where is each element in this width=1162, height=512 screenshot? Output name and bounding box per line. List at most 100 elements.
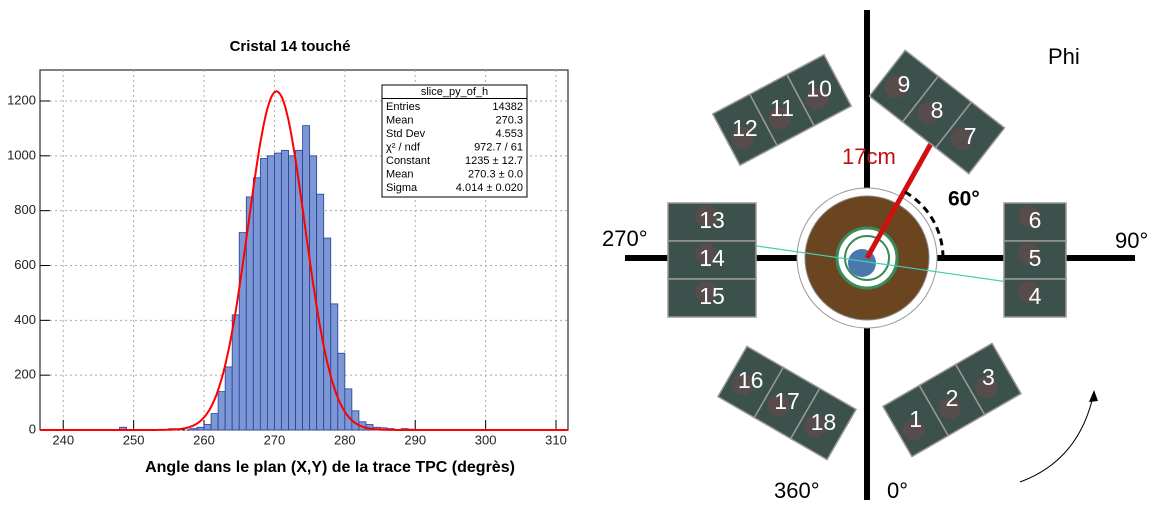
- crystal-label: 3: [982, 364, 995, 390]
- y-tick-label: 0: [29, 421, 36, 436]
- crystal-label: 15: [699, 283, 725, 309]
- sensor: [768, 107, 791, 130]
- bar: [224, 366, 233, 431]
- y-tick-label: 1200: [7, 92, 36, 107]
- stats-key: Mean: [386, 115, 414, 127]
- x-tick-label: 280: [334, 432, 356, 447]
- x-tick-label: 250: [123, 432, 145, 447]
- sensor: [695, 243, 717, 265]
- x-tick-label: 310: [545, 432, 567, 447]
- bar: [217, 391, 226, 431]
- bar: [274, 152, 282, 431]
- stats-key: Constant: [386, 155, 430, 167]
- angle-label: 0°: [887, 478, 908, 503]
- stats-value: 4.014 ± 0.020: [456, 182, 523, 194]
- stats-key: Sigma: [386, 182, 418, 194]
- chart-title: Cristal 14 touché: [230, 38, 351, 55]
- x-axis-label: Angle dans le plan (X,Y) de la trace TPC…: [145, 459, 515, 476]
- bar: [323, 237, 332, 431]
- bar: [231, 314, 240, 431]
- angle-arc: [904, 190, 945, 259]
- crystal-label: 4: [1029, 283, 1042, 309]
- sensor: [695, 281, 717, 303]
- stats-key: Entries: [386, 101, 421, 113]
- crystal-label: 17: [774, 388, 800, 414]
- crystal-label: 16: [738, 367, 764, 393]
- sensor: [917, 102, 940, 125]
- sensor: [731, 126, 754, 149]
- stats-value: 972.7 / 61: [474, 142, 523, 154]
- crystal-group: 6 5 4: [1003, 202, 1067, 318]
- crystal-label: 8: [931, 97, 944, 123]
- radius-line: [864, 138, 936, 260]
- sensor: [731, 373, 754, 396]
- stats-value: 270.3 ± 0.0: [468, 169, 523, 181]
- x-tick-label: 300: [475, 432, 497, 447]
- crystal-label: 7: [964, 123, 977, 149]
- bar: [330, 303, 339, 431]
- sensor: [805, 87, 828, 110]
- sensor: [695, 205, 717, 227]
- crystal-label: 9: [898, 71, 911, 97]
- sensor: [902, 418, 925, 441]
- stats-key: Std Dev: [386, 128, 426, 140]
- crystal-group: 16 17 18: [716, 345, 858, 461]
- bar: [252, 177, 261, 431]
- sensor: [804, 415, 827, 438]
- bar: [281, 149, 289, 431]
- rotation-arrow: [1019, 391, 1095, 483]
- crystal-label: 12: [732, 115, 758, 141]
- crystal-label: 13: [699, 207, 725, 233]
- stats-value: 270.3: [495, 115, 523, 127]
- bar: [295, 149, 303, 431]
- diagram: Phi 270° 90° 360° 0° 17cm 60° 12 11 10 987 6…: [602, 10, 1148, 503]
- bar: [337, 352, 346, 431]
- radius-label: 17cm: [842, 144, 896, 169]
- phi-label: Phi: [1048, 44, 1080, 69]
- crystal-label: 10: [806, 75, 832, 101]
- stats-box: [381, 84, 528, 198]
- stats-key: Mean: [386, 169, 414, 181]
- x-tick-label: 240: [52, 432, 74, 447]
- crystal-label: 1: [909, 406, 922, 432]
- y-tick-label: 400: [14, 312, 36, 327]
- crystal-group: 13 14 15: [667, 202, 757, 318]
- sensor: [1018, 205, 1040, 227]
- x-tick-label: 290: [404, 432, 426, 447]
- sensor: [1018, 243, 1040, 265]
- stats-key: χ² / ndf: [386, 142, 421, 154]
- crystal-label: 2: [946, 385, 959, 411]
- bar: [288, 155, 296, 431]
- sensor: [938, 397, 961, 420]
- y-tick-label: 800: [14, 202, 36, 217]
- sensor: [884, 76, 907, 99]
- bar: [189, 428, 198, 431]
- crystal-group: 12 11 10: [711, 53, 853, 167]
- angle-label: 270°: [602, 226, 648, 251]
- fit-curve: [40, 90, 568, 431]
- bar: [309, 155, 318, 431]
- stats-title: slice_py_of_h: [421, 86, 488, 98]
- sensor: [1018, 281, 1040, 303]
- bar: [259, 158, 268, 431]
- bar: [302, 125, 311, 431]
- sensor: [975, 376, 998, 399]
- arrow-head: [1089, 390, 1098, 402]
- x-tick-label: 270: [264, 432, 286, 447]
- sensor: [767, 394, 790, 417]
- angle-label: 360°: [774, 478, 820, 503]
- stats-value: 4.553: [495, 128, 523, 140]
- plot-area: [40, 70, 568, 431]
- bar: [266, 155, 275, 431]
- stats-value: 1235 ± 12.7: [465, 155, 523, 167]
- y-tick-label: 200: [14, 367, 36, 382]
- y-tick-label: 1000: [7, 147, 36, 162]
- crystal-label: 18: [811, 409, 837, 435]
- bar: [210, 413, 219, 431]
- crystal-group: 123: [881, 342, 1023, 458]
- bar: [344, 388, 353, 431]
- crystal-label: 14: [699, 245, 725, 271]
- stats-value: 14382: [492, 101, 523, 113]
- angle-label: 60°: [948, 188, 980, 211]
